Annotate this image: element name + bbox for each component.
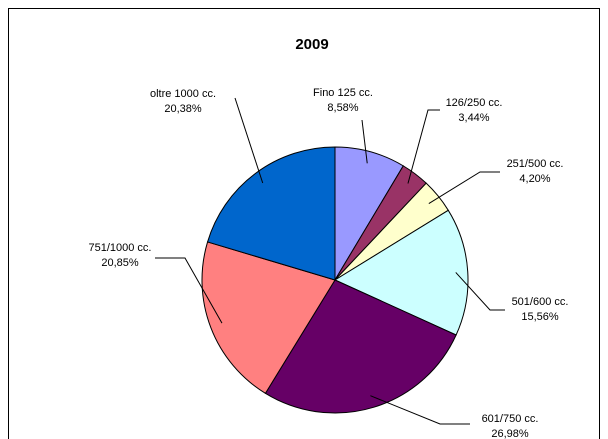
slice-label: oltre 1000 cc. [150, 88, 216, 100]
pie-slice [264, 279, 457, 414]
leader-line [155, 257, 223, 324]
pie-slice [206, 146, 336, 281]
slice-label: 251/500 cc. [507, 158, 564, 170]
leader-line [428, 171, 500, 205]
leader-line [370, 395, 470, 425]
slice-value: 20,38% [164, 103, 202, 115]
chart-title: 2009 [295, 36, 328, 53]
leader-line [234, 97, 264, 184]
slice-label: 501/600 cc. [512, 296, 569, 308]
leader-line [361, 119, 368, 164]
slice-label: Fino 125 cc. [313, 87, 373, 99]
slice-value: 20,85% [101, 257, 139, 269]
slice-value: 3,44% [458, 112, 489, 124]
chart-frame [8, 8, 600, 439]
pie-slice [201, 241, 336, 395]
leader-line [407, 109, 440, 184]
slice-label: 601/750 cc. [482, 413, 539, 425]
leader-line [455, 272, 505, 311]
slice-value: 4,20% [519, 173, 550, 185]
slice-label: 126/250 cc. [446, 97, 503, 109]
pie-slice [333, 209, 469, 336]
slice-value: 26,98% [491, 428, 529, 439]
slice-label: 751/1000 cc. [89, 242, 152, 254]
slice-value: 15,56% [521, 311, 559, 323]
slice-value: 8,58% [327, 102, 358, 114]
